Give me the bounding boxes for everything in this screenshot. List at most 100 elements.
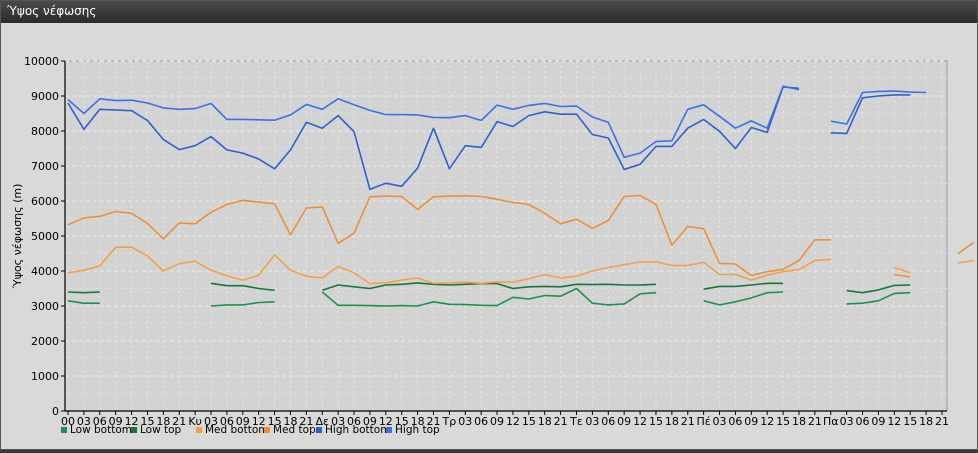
y-axis-label: Ύψος νέφωσης (m) [11, 184, 24, 290]
x-tick-label: 15 [776, 415, 790, 428]
series-line-segment [846, 284, 911, 294]
series-line-segment [830, 90, 927, 125]
series-line-segment [830, 94, 911, 135]
title-bar: Ύψος νέφωσης [1, 1, 977, 23]
y-tick-label: 3000 [31, 300, 59, 313]
series-line-segment [210, 301, 275, 307]
x-tick-label: Πέ [697, 415, 711, 428]
y-tick-label: 8000 [31, 125, 59, 138]
x-tick-label: 09 [363, 415, 377, 428]
y-tick-label: 4000 [31, 265, 59, 278]
x-tick-label: 12 [125, 415, 139, 428]
chart-area: 0 1000 2000 3000 4000 5000 6000 7000 8000 9000 100… [1, 23, 977, 449]
series-high-top [67, 85, 927, 159]
x-tick-label: 06 [347, 415, 361, 428]
x-tick-label: 21 [681, 415, 695, 428]
x-tick-label: 06 [728, 415, 742, 428]
x-tick-label: 15 [649, 415, 663, 428]
series-med-top [67, 194, 975, 278]
x-tick-label: 15 [903, 415, 917, 428]
x-tick-label: 18 [283, 415, 297, 428]
series-line-segment [846, 291, 911, 305]
x-tick-label: 18 [792, 415, 806, 428]
legend-swatch [264, 427, 270, 433]
series-line-segment [894, 266, 911, 274]
x-tick-label: 09 [109, 415, 123, 428]
legend-label: Low bottom [70, 424, 132, 436]
x-tick-label: 18 [919, 415, 933, 428]
series-line-segment [67, 246, 831, 285]
series-med-bottom [67, 246, 974, 285]
x-tick-label: 12 [633, 415, 647, 428]
x-tick-label: 03 [331, 415, 345, 428]
x-tick-label: 15 [522, 415, 536, 428]
x-tick-label: 18 [156, 415, 170, 428]
legend-swatch [386, 427, 392, 433]
y-tick-label: 5000 [31, 230, 59, 243]
series-line-segment [894, 273, 911, 278]
legend-label: Med top [273, 424, 316, 436]
x-tick-label: 21 [808, 415, 822, 428]
legend-label: Low top [140, 424, 182, 436]
series-line-segment [67, 85, 800, 159]
x-tick-label: 00 [61, 415, 75, 428]
series-line-segment [703, 291, 784, 306]
x-tick-label: Κυ [188, 415, 202, 428]
series-line-segment [67, 86, 800, 191]
y-tick-label: 2000 [31, 335, 59, 348]
x-tick-label: 09 [617, 415, 631, 428]
x-tick-label: 09 [236, 415, 250, 428]
x-tick-label: 03 [77, 415, 91, 428]
series-line-segment [67, 291, 100, 294]
y-tick-label: 1000 [31, 370, 59, 383]
series-line-segment [67, 194, 831, 277]
x-tick-label: 06 [856, 415, 870, 428]
x-tick-label: 15 [140, 415, 154, 428]
x-tick-label: 18 [411, 415, 425, 428]
x-tick-label: 18 [665, 415, 679, 428]
x-tick-label: Δε [316, 415, 330, 428]
x-tick-label: 12 [760, 415, 774, 428]
y-tick-label: 9000 [31, 90, 59, 103]
legend-swatch [316, 427, 322, 433]
x-tick-label: 06 [601, 415, 615, 428]
legend-label: High top [395, 424, 440, 436]
x-tick-label: 06 [220, 415, 234, 428]
x-tick-label: 12 [252, 415, 266, 428]
x-tick-label: 09 [871, 415, 885, 428]
series-line-segment [321, 287, 657, 307]
y-tick-label: 6000 [31, 195, 59, 208]
legend-swatch [131, 427, 137, 433]
x-tick-label: 21 [554, 415, 568, 428]
x-tick-label: 12 [506, 415, 520, 428]
series-low-bottom [67, 287, 911, 307]
x-tick-label: 15 [268, 415, 282, 428]
x-tick-label: 21 [426, 415, 440, 428]
x-tick-label: 03 [840, 415, 854, 428]
x-tick-label: 12 [887, 415, 901, 428]
x-tick-label: Τρ [442, 415, 457, 428]
y-tick-label: 7000 [31, 160, 59, 173]
y-tick-label: 0 [52, 405, 59, 418]
x-tick-label: 03 [458, 415, 472, 428]
legend-label: High bottom [325, 424, 390, 436]
series-line-segment [67, 300, 100, 305]
x-tick-label: 06 [474, 415, 488, 428]
window-title: Ύψος νέφωσης [7, 4, 97, 18]
series-low-top [67, 282, 911, 294]
legend-swatch [61, 427, 67, 433]
x-tick-label: 21 [172, 415, 186, 428]
cloud-height-chart: 0 1000 2000 3000 4000 5000 6000 7000 8000 9000 100… [1, 23, 977, 449]
x-tick-label: 06 [93, 415, 107, 428]
x-tick-label: 15 [395, 415, 409, 428]
x-tick-label: 21 [935, 415, 949, 428]
x-tick-label: 03 [713, 415, 727, 428]
legend: Low bottom Low top Med bottom Med top High b… [61, 424, 440, 436]
y-tick-label: 10000 [24, 55, 59, 68]
x-tick-label: 09 [744, 415, 758, 428]
legend-label: Med bottom [205, 424, 269, 436]
x-tick-label: 09 [490, 415, 504, 428]
x-tick-label: Τε [569, 415, 583, 428]
legend-swatch [196, 427, 202, 433]
